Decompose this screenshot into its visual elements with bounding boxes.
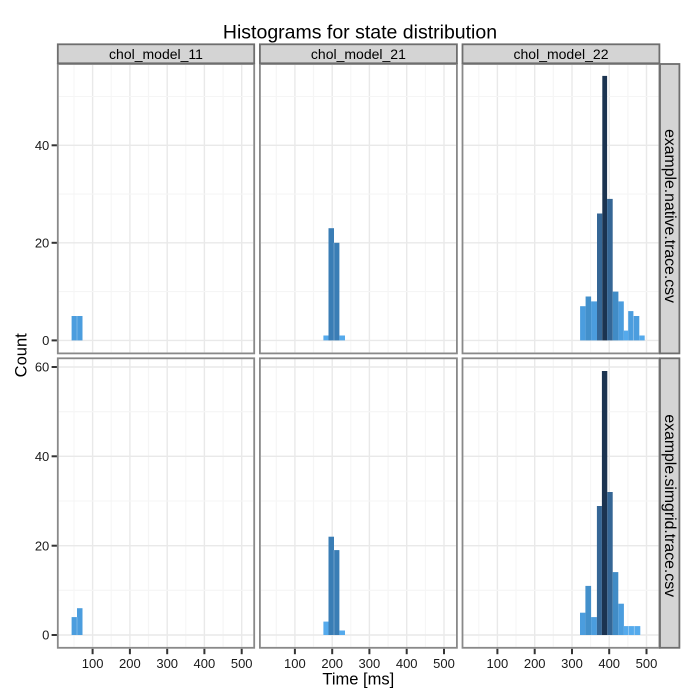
svg-text:100: 100 [284, 656, 306, 671]
svg-text:200: 200 [119, 656, 141, 671]
svg-text:0: 0 [42, 628, 49, 643]
svg-text:300: 300 [359, 656, 381, 671]
svg-text:40: 40 [35, 138, 49, 153]
svg-text:20: 20 [35, 538, 49, 553]
svg-text:100: 100 [82, 656, 104, 671]
svg-text:400: 400 [396, 656, 418, 671]
svg-text:300: 300 [156, 656, 178, 671]
svg-text:example.simgrid.trace.csv: example.simgrid.trace.csv [661, 414, 678, 597]
svg-text:Histograms for state distribut: Histograms for state distribution [223, 22, 497, 44]
svg-text:100: 100 [487, 656, 509, 671]
svg-text:0: 0 [42, 333, 49, 348]
svg-text:chol_model_11: chol_model_11 [109, 46, 203, 62]
svg-text:chol_model_22: chol_model_22 [514, 46, 609, 62]
svg-text:chol_model_21: chol_model_21 [311, 46, 406, 62]
svg-text:200: 200 [524, 656, 546, 671]
svg-text:example.native.trace.csv: example.native.trace.csv [661, 129, 678, 303]
svg-text:60: 60 [35, 360, 49, 375]
svg-text:20: 20 [35, 236, 49, 251]
svg-text:300: 300 [561, 656, 583, 671]
svg-text:200: 200 [321, 656, 343, 671]
svg-text:Time [ms]: Time [ms] [322, 670, 394, 688]
svg-text:Count: Count [12, 333, 30, 377]
svg-text:400: 400 [194, 656, 216, 671]
svg-text:40: 40 [35, 449, 49, 464]
svg-text:500: 500 [231, 656, 253, 671]
svg-text:500: 500 [433, 656, 455, 671]
svg-text:400: 400 [598, 656, 620, 671]
svg-text:500: 500 [636, 656, 658, 671]
